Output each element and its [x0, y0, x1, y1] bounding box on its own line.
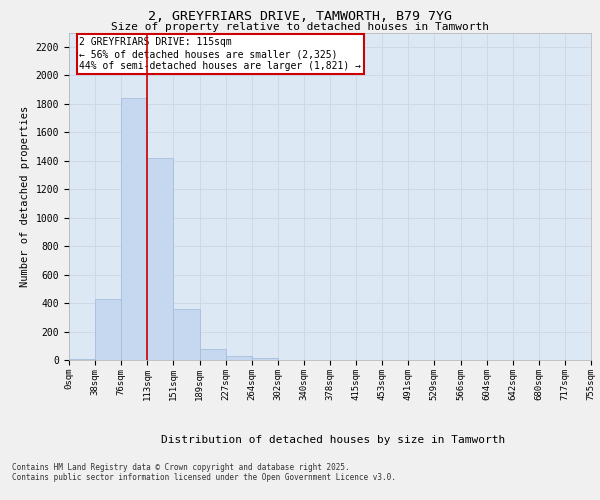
Text: 2, GREYFRIARS DRIVE, TAMWORTH, B79 7YG: 2, GREYFRIARS DRIVE, TAMWORTH, B79 7YG	[148, 10, 452, 23]
Bar	[148, 158, 173, 360]
Text: 2 GREYFRIARS DRIVE: 115sqm
← 56% of detached houses are smaller (2,325)
44% of s: 2 GREYFRIARS DRIVE: 115sqm ← 56% of deta…	[79, 38, 361, 70]
Y-axis label: Number of detached properties: Number of detached properties	[20, 106, 30, 287]
Bar	[95, 299, 121, 360]
Bar	[121, 98, 148, 360]
Text: Size of property relative to detached houses in Tamworth: Size of property relative to detached ho…	[111, 22, 489, 32]
Bar	[226, 356, 252, 360]
Text: Contains HM Land Registry data © Crown copyright and database right 2025.
Contai: Contains HM Land Registry data © Crown c…	[12, 462, 396, 482]
Bar	[173, 310, 199, 360]
Bar	[252, 358, 278, 360]
Text: Distribution of detached houses by size in Tamworth: Distribution of detached houses by size …	[161, 435, 505, 445]
Bar	[199, 350, 226, 360]
Bar	[69, 358, 95, 360]
